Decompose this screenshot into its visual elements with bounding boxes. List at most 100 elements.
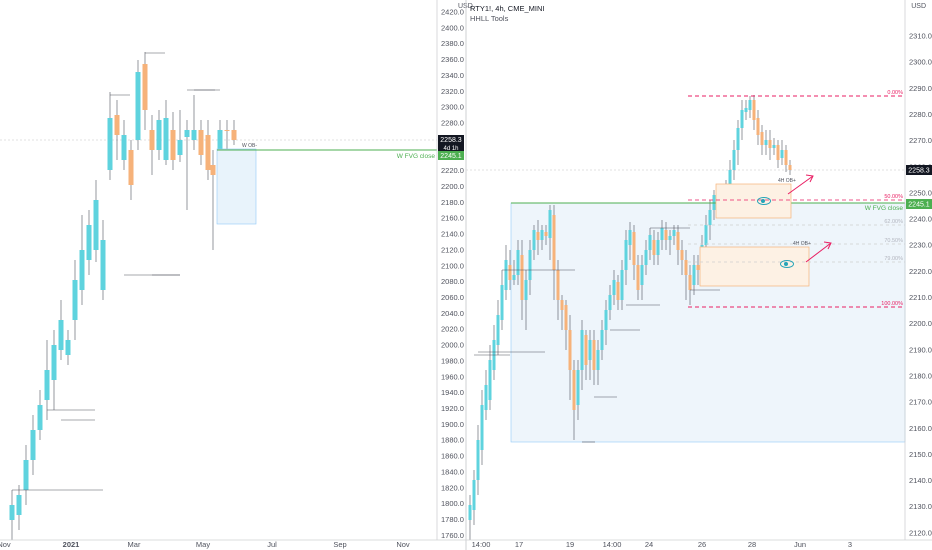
candle-body bbox=[684, 260, 688, 275]
right-currency: USD bbox=[911, 3, 926, 10]
candle-body bbox=[788, 165, 792, 170]
right-pane[interactable]: W FVG close 4H OB+ 4H OB+ 0.00% 50.00% 6… bbox=[466, 90, 906, 540]
y-tick-label: 2140.0 bbox=[441, 230, 464, 239]
x-tick-label: 26 bbox=[698, 540, 706, 549]
candle-body bbox=[616, 282, 620, 300]
x-tick-label: 24 bbox=[645, 540, 653, 549]
y-tick-label: 2190.0 bbox=[909, 345, 932, 354]
arrow-up-right-icon bbox=[805, 241, 832, 263]
y-tick-label: 2130.0 bbox=[909, 502, 932, 511]
candle-body bbox=[93, 200, 99, 250]
candle-body bbox=[58, 320, 64, 350]
candle-body bbox=[656, 240, 660, 255]
candle-body bbox=[676, 232, 680, 250]
candle-body bbox=[568, 330, 572, 370]
green-tag: 2245.1 bbox=[440, 153, 462, 160]
candle-body bbox=[728, 170, 732, 186]
left-time-axis[interactable]: Nov 2021 Mar May Jul Sep Nov bbox=[0, 539, 466, 549]
candle-body bbox=[644, 250, 648, 265]
y-tick-label: 1880.0 bbox=[441, 436, 464, 445]
candle-body bbox=[532, 230, 536, 250]
candle-body bbox=[476, 440, 480, 480]
y-tick-label: 2300.0 bbox=[909, 58, 932, 67]
candle-body bbox=[504, 260, 508, 290]
y-tick-label: 2000.0 bbox=[441, 341, 464, 350]
candle-body bbox=[740, 110, 744, 128]
eye-icon[interactable] bbox=[780, 260, 794, 268]
candle-body bbox=[149, 130, 155, 150]
fvg-label: W FVG close bbox=[865, 205, 904, 212]
left-currency: USD bbox=[458, 3, 473, 10]
candle-body bbox=[584, 335, 588, 365]
eye-icon[interactable] bbox=[757, 197, 771, 205]
price-tag: 2258.3 bbox=[440, 137, 462, 144]
candle-body bbox=[640, 265, 644, 285]
candle-body bbox=[672, 230, 676, 236]
candle-body bbox=[540, 230, 544, 240]
candle-body bbox=[37, 405, 43, 430]
candle-body bbox=[9, 505, 15, 520]
candle-body bbox=[72, 280, 78, 320]
ob-box-1 bbox=[715, 183, 792, 219]
y-tick-label: 2180.0 bbox=[441, 198, 464, 207]
right-price-axis[interactable]: 2310.02300.02290.02280.02270.02260.02250… bbox=[904, 0, 932, 540]
y-tick-label: 1780.0 bbox=[441, 515, 464, 524]
candle-body bbox=[764, 140, 768, 145]
y-tick-label: 2120.0 bbox=[441, 245, 464, 254]
right-time-axis[interactable]: 14:00 17 19 14:00 24 26 28 Jun 3 bbox=[466, 539, 932, 549]
candle-body bbox=[612, 280, 616, 295]
candle-body bbox=[224, 130, 230, 131]
left-price-axis[interactable]: 2420.0 2400.0 2380.0 2360.0 2340.0 2320.0 2300… bbox=[436, 0, 464, 540]
y-tick-label: 1960.0 bbox=[441, 372, 464, 381]
candle-body bbox=[632, 232, 636, 265]
candle-body bbox=[600, 330, 604, 350]
chart-legend[interactable]: RTY1!, 4h, CME_MINI HHLL Tools bbox=[470, 4, 544, 24]
x-tick-label: 14:00 bbox=[603, 540, 622, 549]
y-tick-label: 2380.0 bbox=[441, 39, 464, 48]
y-tick-label: 2200.0 bbox=[909, 319, 932, 328]
y-tick-label: 2280.0 bbox=[441, 119, 464, 128]
candle-body bbox=[580, 330, 584, 370]
candle-body bbox=[516, 250, 520, 275]
x-tick-label: Nov bbox=[396, 540, 410, 549]
fib-label-79: 79.00% bbox=[884, 256, 903, 262]
candle-body bbox=[556, 270, 560, 300]
candle-body bbox=[156, 120, 162, 150]
countdown: 4d 1h bbox=[443, 146, 458, 152]
candle-body bbox=[231, 130, 237, 140]
candle-body bbox=[488, 360, 492, 400]
y-tick-label: 2230.0 bbox=[909, 241, 932, 250]
indicator-line: HHLL Tools bbox=[470, 14, 509, 23]
candle-body bbox=[135, 72, 141, 140]
fib-label-0: 0.00% bbox=[887, 90, 903, 96]
left-pane[interactable]: W OB- W FVG close bbox=[0, 52, 437, 540]
candle-body bbox=[128, 150, 134, 185]
y-tick-label: 2200.0 bbox=[441, 182, 464, 191]
x-tick-label: 19 bbox=[566, 540, 574, 549]
fib-label-100: 100.00% bbox=[881, 301, 903, 307]
y-tick-label: 1900.0 bbox=[441, 420, 464, 429]
left-price-tags: 2258.3 4d 1h 2245.1 bbox=[438, 135, 464, 160]
candle-body bbox=[604, 310, 608, 330]
y-tick-label: 2220.0 bbox=[441, 166, 464, 175]
y-tick-label: 2220.0 bbox=[909, 267, 932, 276]
x-tick-label: 14:00 bbox=[472, 540, 491, 549]
ob-box bbox=[216, 148, 257, 225]
x-tick-label: 3 bbox=[848, 540, 852, 549]
y-tick-label: 2160.0 bbox=[909, 424, 932, 433]
candle-body bbox=[628, 230, 632, 245]
candle-body bbox=[520, 255, 524, 300]
candle-body bbox=[86, 225, 92, 260]
candle-body bbox=[512, 275, 516, 280]
candle-body bbox=[780, 150, 784, 158]
green-tag-bg bbox=[438, 151, 464, 160]
y-tick-label: 2280.0 bbox=[909, 110, 932, 119]
y-tick-label: 2180.0 bbox=[909, 371, 932, 380]
y-tick-label: 2120.0 bbox=[909, 528, 932, 537]
y-tick-label: 2100.0 bbox=[441, 261, 464, 270]
candle-body bbox=[592, 340, 596, 370]
y-tick-label: 1820.0 bbox=[441, 483, 464, 492]
candle-body bbox=[524, 280, 528, 300]
candle-body bbox=[16, 495, 22, 515]
